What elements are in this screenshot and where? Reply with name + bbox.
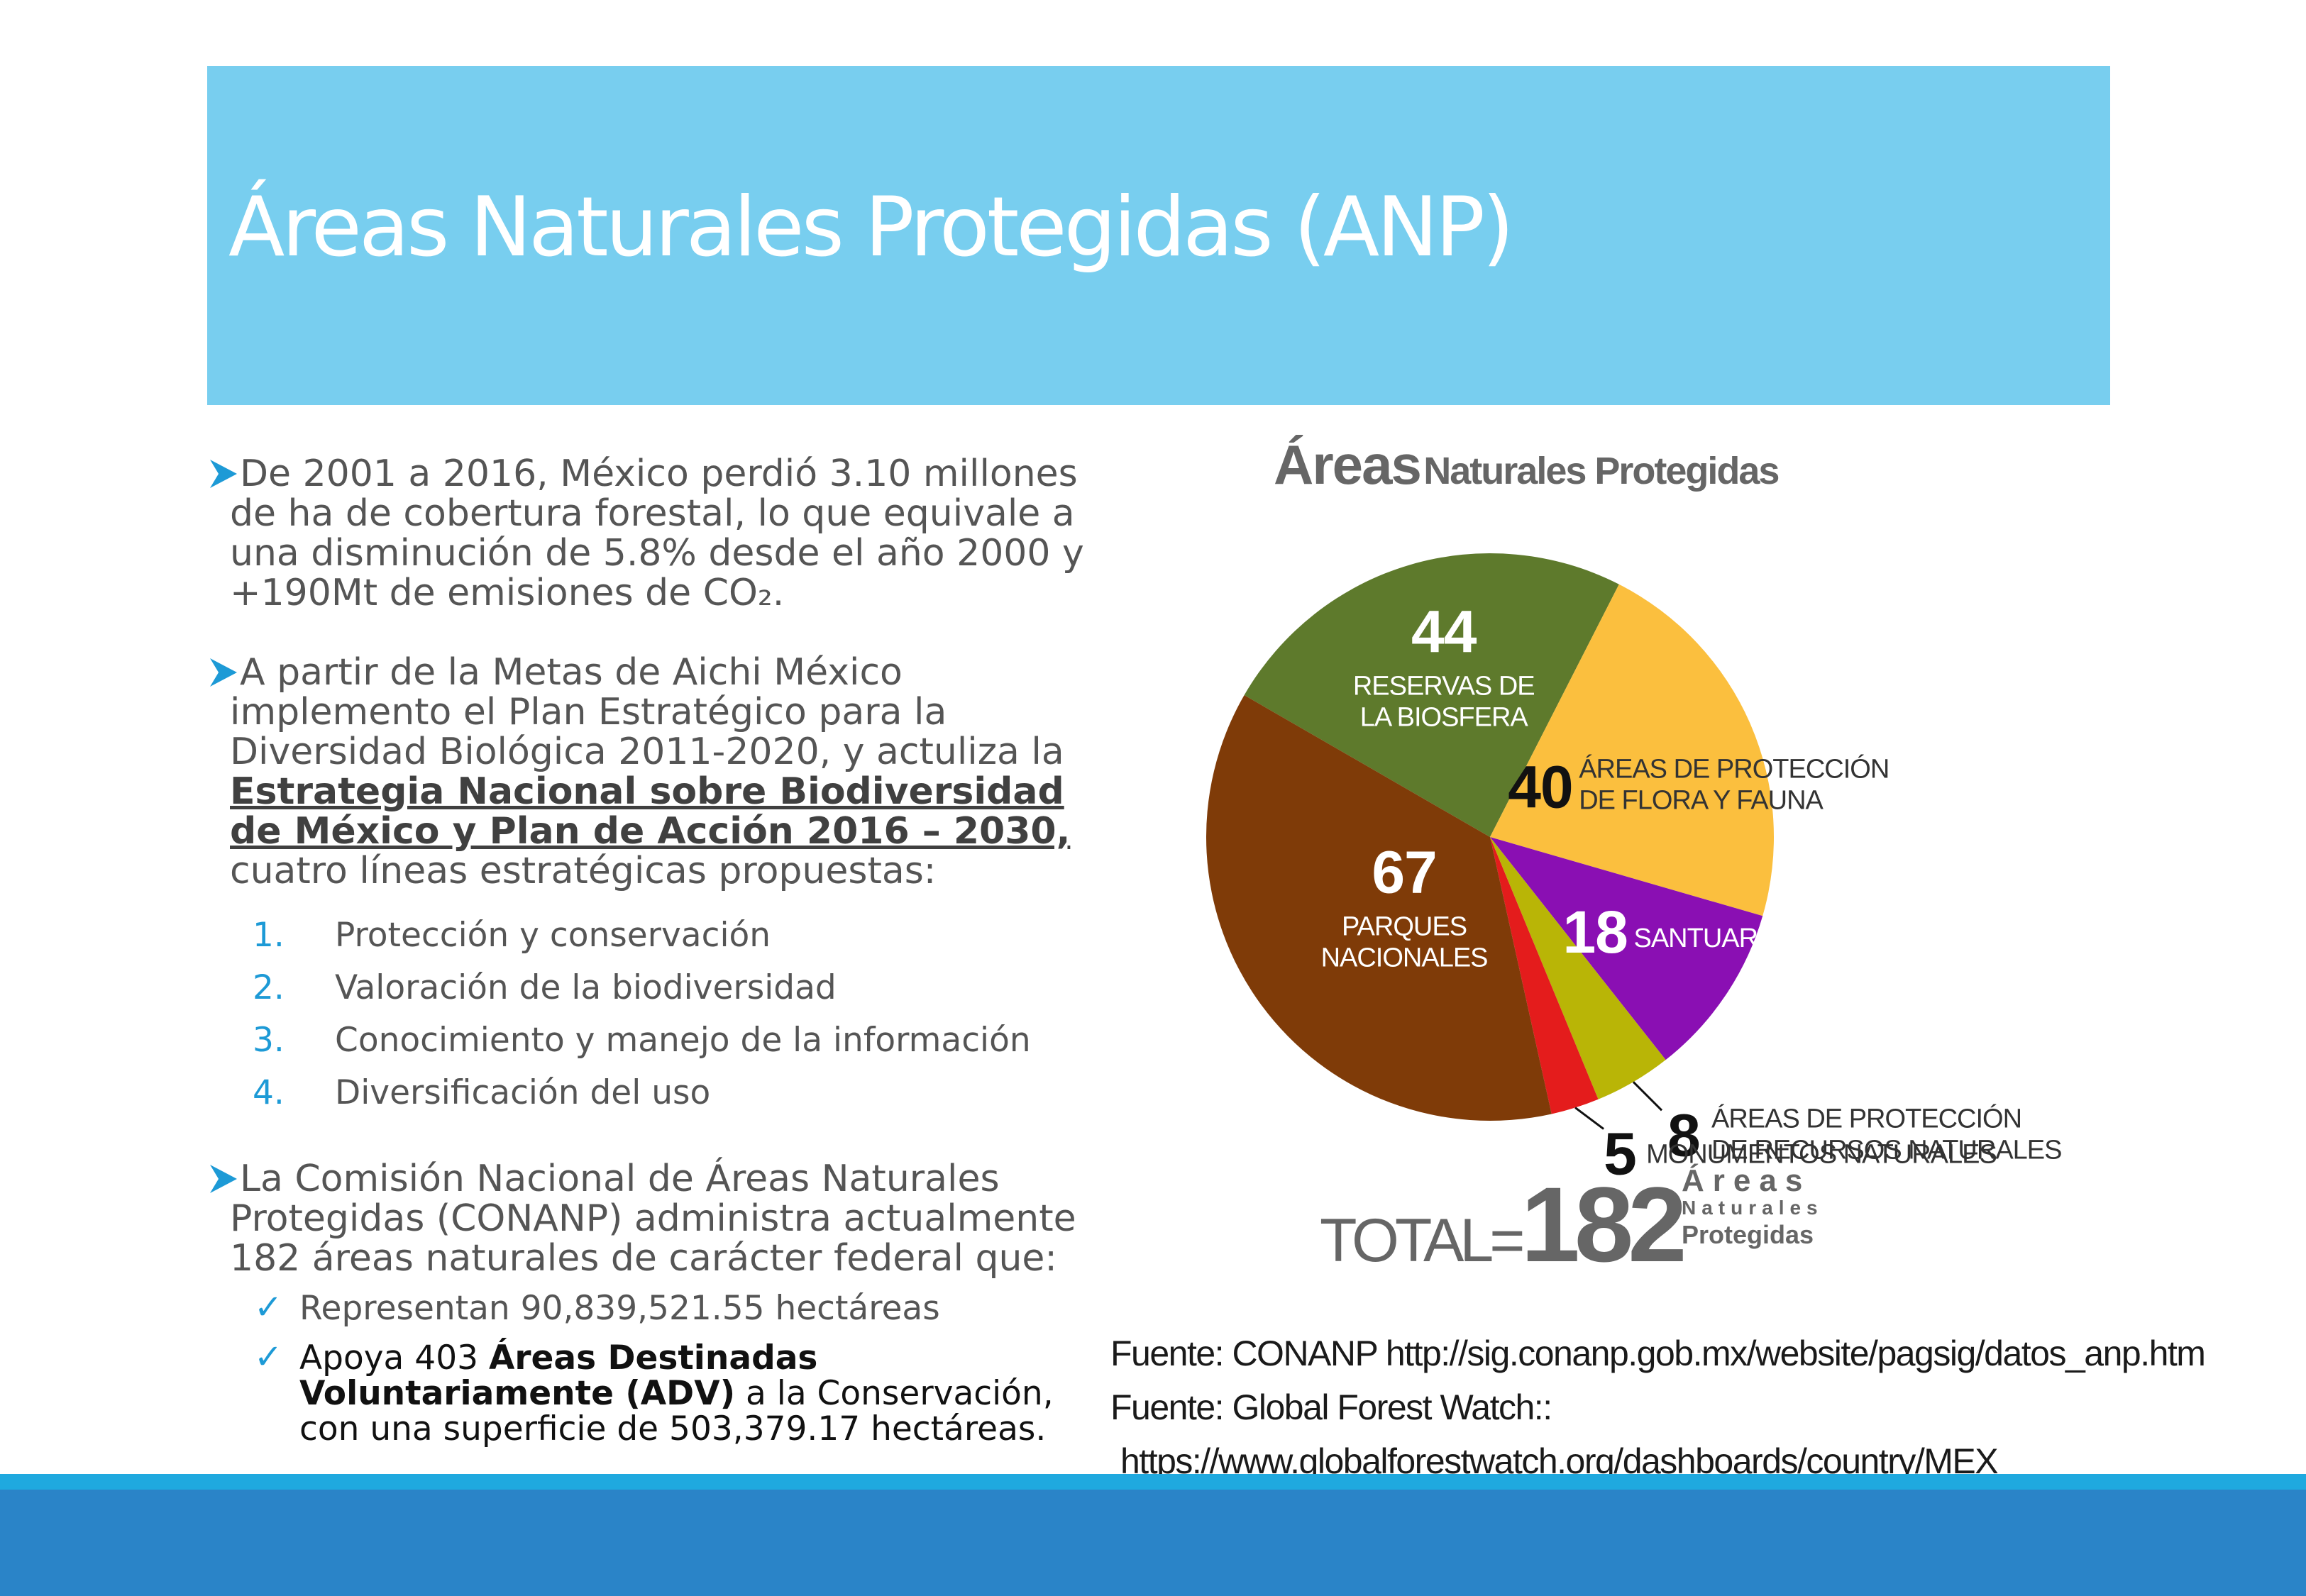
leader-line bbox=[1632, 1081, 1663, 1112]
slice-category-label: DE RECURSOS NATURALES bbox=[1711, 1135, 2062, 1165]
slice-value-label: 67 bbox=[1372, 839, 1436, 906]
slice-value-label: 18 bbox=[1562, 899, 1627, 965]
sources: Fuente: CONANP http://sig.conanp.gob.mx/… bbox=[1110, 1326, 2206, 1488]
footer-band bbox=[0, 1490, 2306, 1596]
total-subtitle: Áreas Naturales Protegidas bbox=[1682, 1163, 1824, 1249]
pie-slice bbox=[1490, 837, 1599, 1114]
arrow-bullet-icon bbox=[210, 1165, 237, 1193]
list-number: 4. bbox=[253, 1073, 285, 1112]
pie-slice bbox=[1490, 584, 1774, 916]
list-number: 1. bbox=[253, 916, 285, 955]
slice-category-label: DE FLORA Y FAUNA bbox=[1579, 785, 1824, 815]
pie-slice bbox=[1490, 837, 1763, 1060]
leader-line bbox=[1574, 1107, 1604, 1130]
slice-category-label: ÁREAS DE PROTECCIÓN bbox=[1711, 1103, 2021, 1134]
total-number: 182 bbox=[1521, 1165, 1687, 1284]
list-number: 2. bbox=[253, 968, 285, 1007]
check-item-text: a la Conservación, con una superficie de… bbox=[299, 1374, 1054, 1448]
list-item-text: Diversificación del uso bbox=[335, 1073, 711, 1112]
paragraph-conanp: La Comisión Nacional de Áreas Naturales … bbox=[207, 1159, 1115, 1278]
list-item: 4. Diversificación del uso bbox=[207, 1067, 1115, 1119]
checkmark-icon: ✓ bbox=[254, 1287, 283, 1327]
chart-title: Áreas Naturales Protegidas bbox=[1274, 433, 1780, 497]
list-item-text: Conocimiento y manejo de la información bbox=[335, 1021, 1031, 1060]
chart-title-small: Naturales Protegidas bbox=[1423, 450, 1780, 492]
slice-category-label: RESERVAS DE bbox=[1353, 671, 1535, 701]
pie-chart-panel: Áreas Naturales Protegidas 44 RESERVAS DE… bbox=[1206, 411, 2129, 1291]
paragraph-text: De 2001 a 2016, México perdió 3.10 millo… bbox=[230, 453, 1084, 614]
checkmark-icon: ✓ bbox=[254, 1337, 283, 1377]
chart-title-big: Áreas bbox=[1274, 433, 1422, 496]
paragraph-aichi: A partir de la Metas de Aichi México imp… bbox=[207, 653, 1115, 891]
total-word: TOTAL= bbox=[1320, 1207, 1525, 1275]
list-item: 3. Conocimiento y manejo de la informació… bbox=[207, 1014, 1115, 1067]
conanp-checklist: ✓ Representan 90,839,521.55 hectáreas ✓ … bbox=[207, 1287, 1115, 1448]
check-item-bold: Áreas Destinadas Voluntariamente (ADV) bbox=[299, 1339, 818, 1413]
total-sub-line: Protegidas bbox=[1682, 1220, 1814, 1249]
list-number: 3. bbox=[253, 1021, 285, 1060]
arrow-bullet-icon bbox=[210, 658, 237, 687]
check-item-text: Representan 90,839,521.55 hectáreas bbox=[299, 1289, 940, 1328]
source-conanp: Fuente: CONANP http://sig.conanp.gob.mx/… bbox=[1110, 1334, 2206, 1373]
slice-category-label: MONUMENTOS NATURALES bbox=[1646, 1140, 1997, 1170]
paragraph-text: A partir de la Metas de Aichi México imp… bbox=[230, 651, 1064, 773]
list-item-text: Protección y conservación bbox=[335, 916, 771, 955]
slice-category-label: SANTUARIOS bbox=[1633, 924, 1802, 953]
slide-title: Áreas Naturales Protegidas (ANP) bbox=[228, 179, 1514, 275]
total-sub-line: Naturales bbox=[1682, 1197, 1824, 1219]
slice-value-label: 5 bbox=[1604, 1121, 1636, 1187]
pie-slice bbox=[1490, 837, 1666, 1099]
slice-value-label: 8 bbox=[1667, 1102, 1700, 1168]
check-item: ✓ Representan 90,839,521.55 hectáreas bbox=[207, 1287, 1115, 1328]
title-band: Áreas Naturales Protegidas (ANP) bbox=[207, 66, 2110, 405]
list-item: 2. Valoración de la biodiversidad bbox=[207, 962, 1115, 1014]
arrow-bullet-icon bbox=[210, 460, 237, 488]
footer-stripe bbox=[0, 1474, 2306, 1490]
slice-category-label: ÁREAS DE PROTECCIÓN bbox=[1579, 753, 1889, 784]
list-item: 1. Protección y conservación bbox=[207, 909, 1115, 962]
strategic-lines-list: 1. Protección y conservación 2. Valoración… bbox=[207, 909, 1115, 1119]
list-item-text: Valoración de la biodiversidad bbox=[335, 968, 837, 1007]
pie-slice bbox=[1244, 553, 1619, 837]
slice-value-label: 40 bbox=[1508, 753, 1572, 820]
paragraph-forest-loss: De 2001 a 2016, México perdió 3.10 millo… bbox=[207, 454, 1115, 613]
check-item: ✓ Apoya 403 Áreas Destinadas Voluntariam… bbox=[207, 1337, 1115, 1448]
slice-category-label: NACIONALES bbox=[1321, 943, 1488, 973]
check-item-text: Apoya 403 bbox=[299, 1339, 479, 1378]
left-column: De 2001 a 2016, México perdió 3.10 millo… bbox=[207, 454, 1115, 1461]
paragraph-text: La Comisión Nacional de Áreas Naturales … bbox=[230, 1158, 1076, 1280]
slice-category-label: PARQUES bbox=[1342, 912, 1467, 942]
paragraph-text: cuatro líneas estratégicas propuestas: bbox=[230, 850, 937, 892]
slice-value-label: 44 bbox=[1411, 598, 1477, 665]
total-sub-line: Áreas bbox=[1682, 1163, 1811, 1198]
slice-category-label: LA BIOSFERA bbox=[1360, 702, 1529, 732]
source-gfw: Fuente: Global Forest Watch:: bbox=[1110, 1387, 1552, 1427]
strategy-link[interactable]: Estrategia Nacional sobre Biodiversidad … bbox=[230, 770, 1071, 853]
total-label: TOTAL=182 Áreas Naturales Protegidas bbox=[1320, 1163, 1818, 1286]
pie-slice bbox=[1206, 695, 1552, 1121]
